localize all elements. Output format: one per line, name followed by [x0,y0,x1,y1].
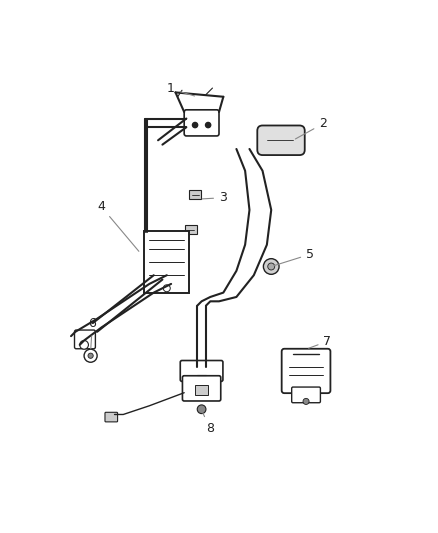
Text: 8: 8 [203,413,214,435]
FancyBboxPatch shape [105,413,117,422]
FancyBboxPatch shape [74,330,95,349]
Circle shape [80,341,88,349]
FancyBboxPatch shape [185,225,197,234]
Circle shape [192,123,198,128]
Circle shape [84,349,97,362]
Circle shape [163,285,170,292]
FancyBboxPatch shape [292,387,321,403]
Text: 7: 7 [309,335,332,348]
Text: 1: 1 [167,83,194,96]
Text: 6: 6 [88,318,96,349]
Text: 2: 2 [295,117,327,139]
Circle shape [205,123,211,128]
FancyBboxPatch shape [282,349,330,393]
FancyBboxPatch shape [183,376,221,401]
Circle shape [268,263,275,270]
Text: 3: 3 [202,191,227,204]
Text: 5: 5 [274,248,314,265]
Bar [195,385,208,395]
Circle shape [263,259,279,274]
FancyBboxPatch shape [189,190,201,199]
Circle shape [88,353,93,358]
Text: 4: 4 [97,200,139,252]
Circle shape [303,398,309,405]
FancyBboxPatch shape [180,360,223,382]
FancyBboxPatch shape [184,110,219,136]
FancyBboxPatch shape [257,125,305,155]
Circle shape [197,405,206,414]
FancyBboxPatch shape [144,231,189,294]
